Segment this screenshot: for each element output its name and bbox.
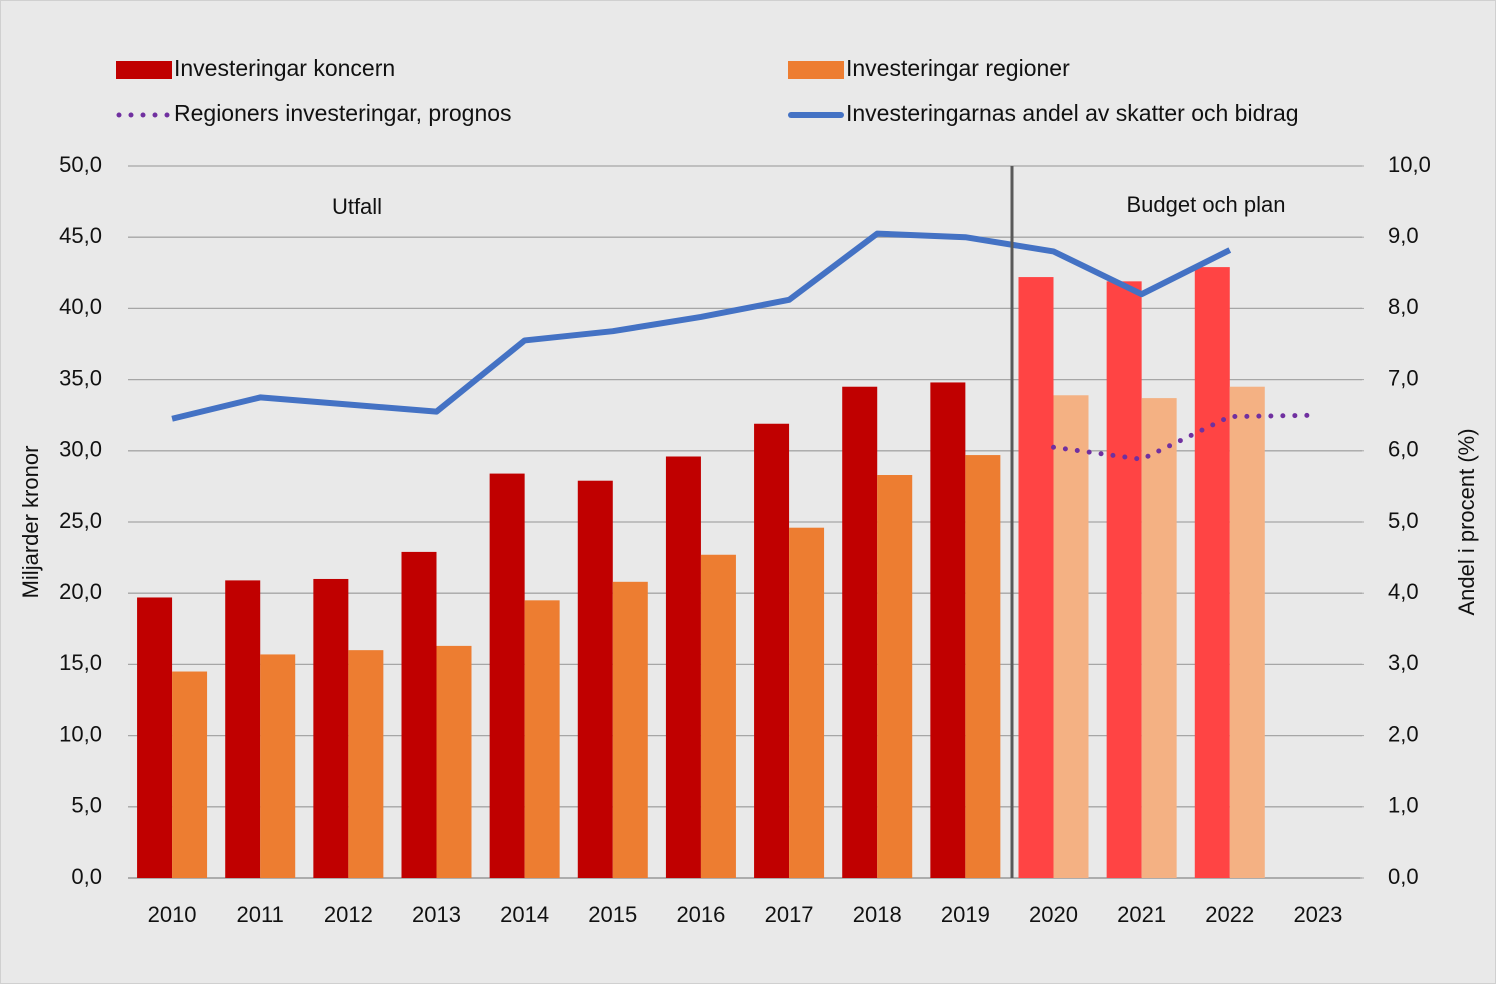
y-axis-title: Miljarder kronor [18, 446, 43, 599]
bar [1018, 277, 1054, 878]
y-tick-label: 10,0 [59, 721, 102, 746]
y-tick-label: 15,0 [59, 650, 102, 675]
legend-swatch [116, 61, 172, 79]
y-tick-label: 0,0 [71, 864, 102, 889]
y2-tick-label: 5,0 [1388, 508, 1419, 533]
y2-tick-label: 9,0 [1388, 223, 1419, 248]
bar [524, 600, 560, 878]
y-tick-label: 50,0 [59, 152, 102, 177]
x-tick-label: 2015 [588, 902, 637, 927]
bar [1229, 386, 1265, 878]
y2-tick-label: 6,0 [1388, 437, 1419, 462]
x-tick-label: 2014 [500, 902, 549, 927]
x-tick-label: 2010 [148, 902, 197, 927]
bar [489, 473, 525, 878]
y2-tick-label: 10,0 [1388, 152, 1431, 177]
y-tick-label: 30,0 [59, 437, 102, 462]
x-tick-label: 2017 [765, 902, 814, 927]
bar [1194, 267, 1230, 878]
x-tick-label: 2011 [237, 902, 284, 927]
bar [754, 423, 790, 878]
bar [665, 456, 701, 878]
bar [1106, 281, 1142, 878]
y2-tick-label: 3,0 [1388, 650, 1419, 675]
y-tick-label: 25,0 [59, 508, 102, 533]
y-tick-label: 5,0 [71, 793, 102, 818]
bar [1053, 395, 1089, 878]
x-tick-label: 2021 [1117, 902, 1166, 927]
bar [577, 480, 613, 878]
y2-tick-label: 8,0 [1388, 294, 1419, 319]
bar [172, 671, 208, 878]
x-tick-label: 2019 [941, 902, 990, 927]
y2-tick-label: 4,0 [1388, 579, 1419, 604]
bar [930, 382, 966, 878]
legend-swatch [788, 61, 844, 79]
x-tick-label: 2023 [1293, 902, 1342, 927]
bar [436, 645, 472, 878]
bar [260, 654, 296, 878]
bar [225, 580, 261, 878]
legend-label: Investeringar koncern [174, 55, 395, 81]
x-tick-label: 2013 [412, 902, 461, 927]
x-tick-label: 2012 [324, 902, 373, 927]
annotation: Utfall [332, 194, 382, 219]
bar [700, 554, 736, 878]
line [171, 230, 1232, 422]
bar [612, 581, 648, 878]
y2-tick-label: 1,0 [1388, 793, 1419, 818]
y2-tick-label: 7,0 [1388, 365, 1419, 390]
marks [137, 230, 1321, 878]
bar [313, 578, 349, 878]
x-tick-label: 2020 [1029, 902, 1078, 927]
legend-label: Investeringar regioner [846, 55, 1070, 81]
bar [965, 455, 1001, 878]
bar [137, 597, 173, 878]
y2-tick-label: 0,0 [1388, 864, 1419, 889]
bar [401, 551, 437, 878]
x-tick-label: 2016 [676, 902, 725, 927]
bar [348, 650, 384, 878]
y2-axis-title: Andel i procent (%) [1454, 428, 1479, 615]
y-tick-label: 40,0 [59, 294, 102, 319]
bar [789, 527, 825, 878]
annotation: Budget och plan [1126, 192, 1285, 217]
y2-tick-label: 2,0 [1388, 721, 1419, 746]
legend-label: Regioners investeringar, prognos [174, 100, 512, 126]
bar [877, 475, 913, 878]
legend: Investeringar koncern Investeringar regio… [116, 55, 1299, 126]
x-tick-label: 2022 [1205, 902, 1254, 927]
bar [1141, 398, 1177, 878]
y-tick-label: 45,0 [59, 223, 102, 248]
x-tick-label: 2018 [853, 902, 902, 927]
bar [842, 386, 878, 878]
y-tick-label: 35,0 [59, 365, 102, 390]
y-tick-label: 20,0 [59, 579, 102, 604]
legend-label: Investeringarnas andel av skatter och bi… [846, 100, 1299, 126]
